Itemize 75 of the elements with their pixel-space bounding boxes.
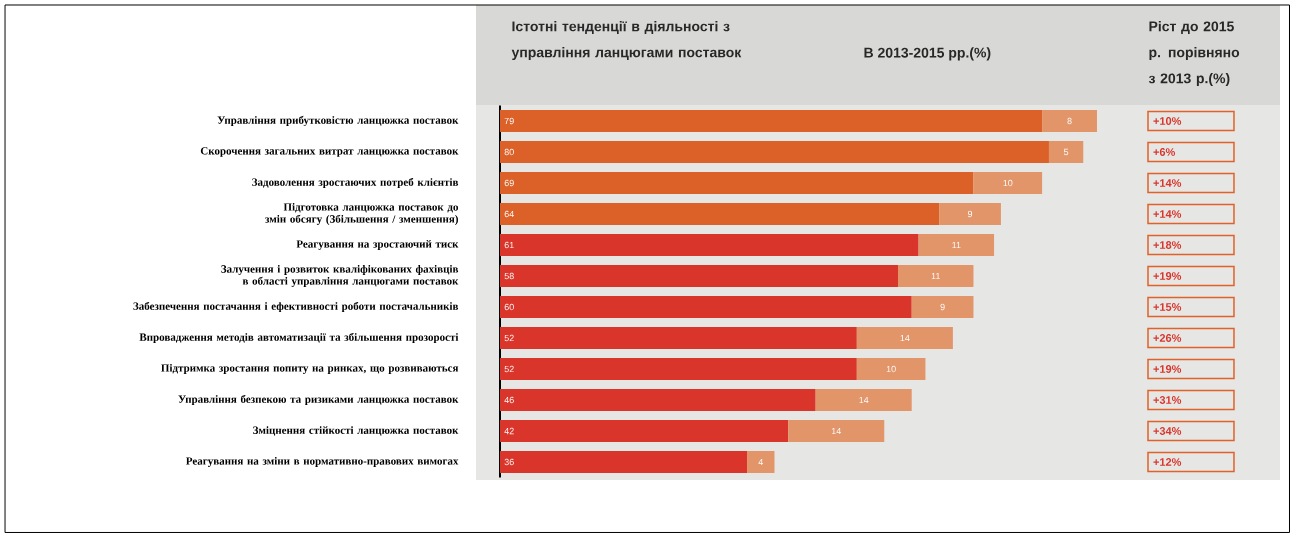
data-label: 46 xyxy=(504,396,514,404)
data-label: 52 xyxy=(504,334,514,342)
data-label: 4 xyxy=(758,458,763,466)
data-label: 58 xyxy=(504,272,514,280)
bar xyxy=(856,326,953,349)
text: +14% xyxy=(1153,210,1182,218)
data-label: 11 xyxy=(952,241,961,249)
text: +34% xyxy=(1153,427,1182,435)
bar xyxy=(1042,109,1097,132)
bar xyxy=(747,450,775,473)
bar xyxy=(500,419,789,442)
data-label: 79 xyxy=(504,117,514,125)
bar xyxy=(939,202,1001,225)
y-tick-label: Зміцнення стійкості ланцюжка поставок xyxy=(253,426,459,436)
data-label: 10 xyxy=(886,365,896,373)
data-label: 14 xyxy=(900,334,910,342)
chart-subtitle: В 2013-2015 рр.(%) xyxy=(864,47,991,61)
chart-title: Істотні тенденції в діяльності з управління ланцюгами поставок xyxy=(511,21,742,61)
bar xyxy=(500,233,919,256)
y-tick-label: Реагування на зміни в нормативно-правових вимогах xyxy=(186,457,459,467)
bar xyxy=(500,295,912,318)
text: +14% xyxy=(1153,179,1182,187)
y-tick-label: Забезпечення постачання і ефективності роботи постачальників xyxy=(133,301,459,313)
text: +31% xyxy=(1153,396,1182,404)
data-label: 10 xyxy=(1003,179,1013,187)
text: Ріст до 2015 р. порівняно з 2013 р.(%) xyxy=(1148,21,1240,87)
y-tick-label: Реагування на зростаючий тиск xyxy=(296,240,459,250)
data-label: 42 xyxy=(504,427,514,435)
text: +18% xyxy=(1153,241,1182,249)
data-label: 14 xyxy=(831,427,841,435)
data-label: 60 xyxy=(504,303,514,311)
bar xyxy=(918,233,995,256)
bar xyxy=(500,264,898,287)
data-label: 69 xyxy=(504,179,514,187)
text: +10% xyxy=(1153,117,1182,125)
data-label: 9 xyxy=(967,210,973,218)
y-tick-label: Задоволення зростаючих потреб клієнтів xyxy=(252,177,459,189)
y-tick-label: Управління безпекою та ризиками ланцюжка поставок xyxy=(178,394,459,406)
data-label: 14 xyxy=(859,396,869,404)
bar xyxy=(500,140,1049,163)
bar xyxy=(788,419,885,442)
text: +19% xyxy=(1153,272,1182,280)
text: +26% xyxy=(1153,334,1182,342)
y-tick-label: Скорочення загальних витрат ланцюжка поставок xyxy=(200,147,459,157)
bar xyxy=(500,171,974,194)
data-label: 52 xyxy=(504,365,514,373)
bar xyxy=(500,388,816,411)
bar xyxy=(500,326,857,349)
data-label: 5 xyxy=(1063,148,1069,156)
y-tick-label: Підтримка зростання попиту на ринках, що розвиваються xyxy=(161,364,459,374)
bar xyxy=(911,295,974,318)
bar xyxy=(500,202,940,225)
data-label: 9 xyxy=(940,303,945,311)
bar xyxy=(500,450,748,473)
text: +6% xyxy=(1153,148,1176,156)
text: +19% xyxy=(1153,365,1182,373)
bar xyxy=(1048,140,1084,163)
y-tick-label: Управління прибутковістю ланцюжка поставок xyxy=(217,115,459,127)
y-tick-label: Залучення і розвиток кваліфікованих фахівців в області управління ланцюгами поставок xyxy=(221,265,459,287)
y-tick-label: Впровадження методів автоматизації та збільшення прозорості xyxy=(139,332,459,344)
bar xyxy=(897,264,974,287)
bar xyxy=(973,171,1043,194)
data-label: 8 xyxy=(1067,117,1072,125)
bar xyxy=(815,388,912,411)
bar xyxy=(500,109,1043,132)
data-label: 61 xyxy=(504,241,514,249)
data-label: 80 xyxy=(504,148,514,156)
data-label: 64 xyxy=(504,210,514,218)
bar xyxy=(500,357,857,380)
text: +15% xyxy=(1153,303,1182,311)
bar xyxy=(856,357,926,380)
y-tick-label: Підготовка ланцюжка поставок до змін обсягу (Збільшення / зменшення) xyxy=(265,203,459,225)
data-label: 11 xyxy=(931,272,940,280)
data-label: 36 xyxy=(504,458,514,466)
text: +12% xyxy=(1153,458,1182,466)
